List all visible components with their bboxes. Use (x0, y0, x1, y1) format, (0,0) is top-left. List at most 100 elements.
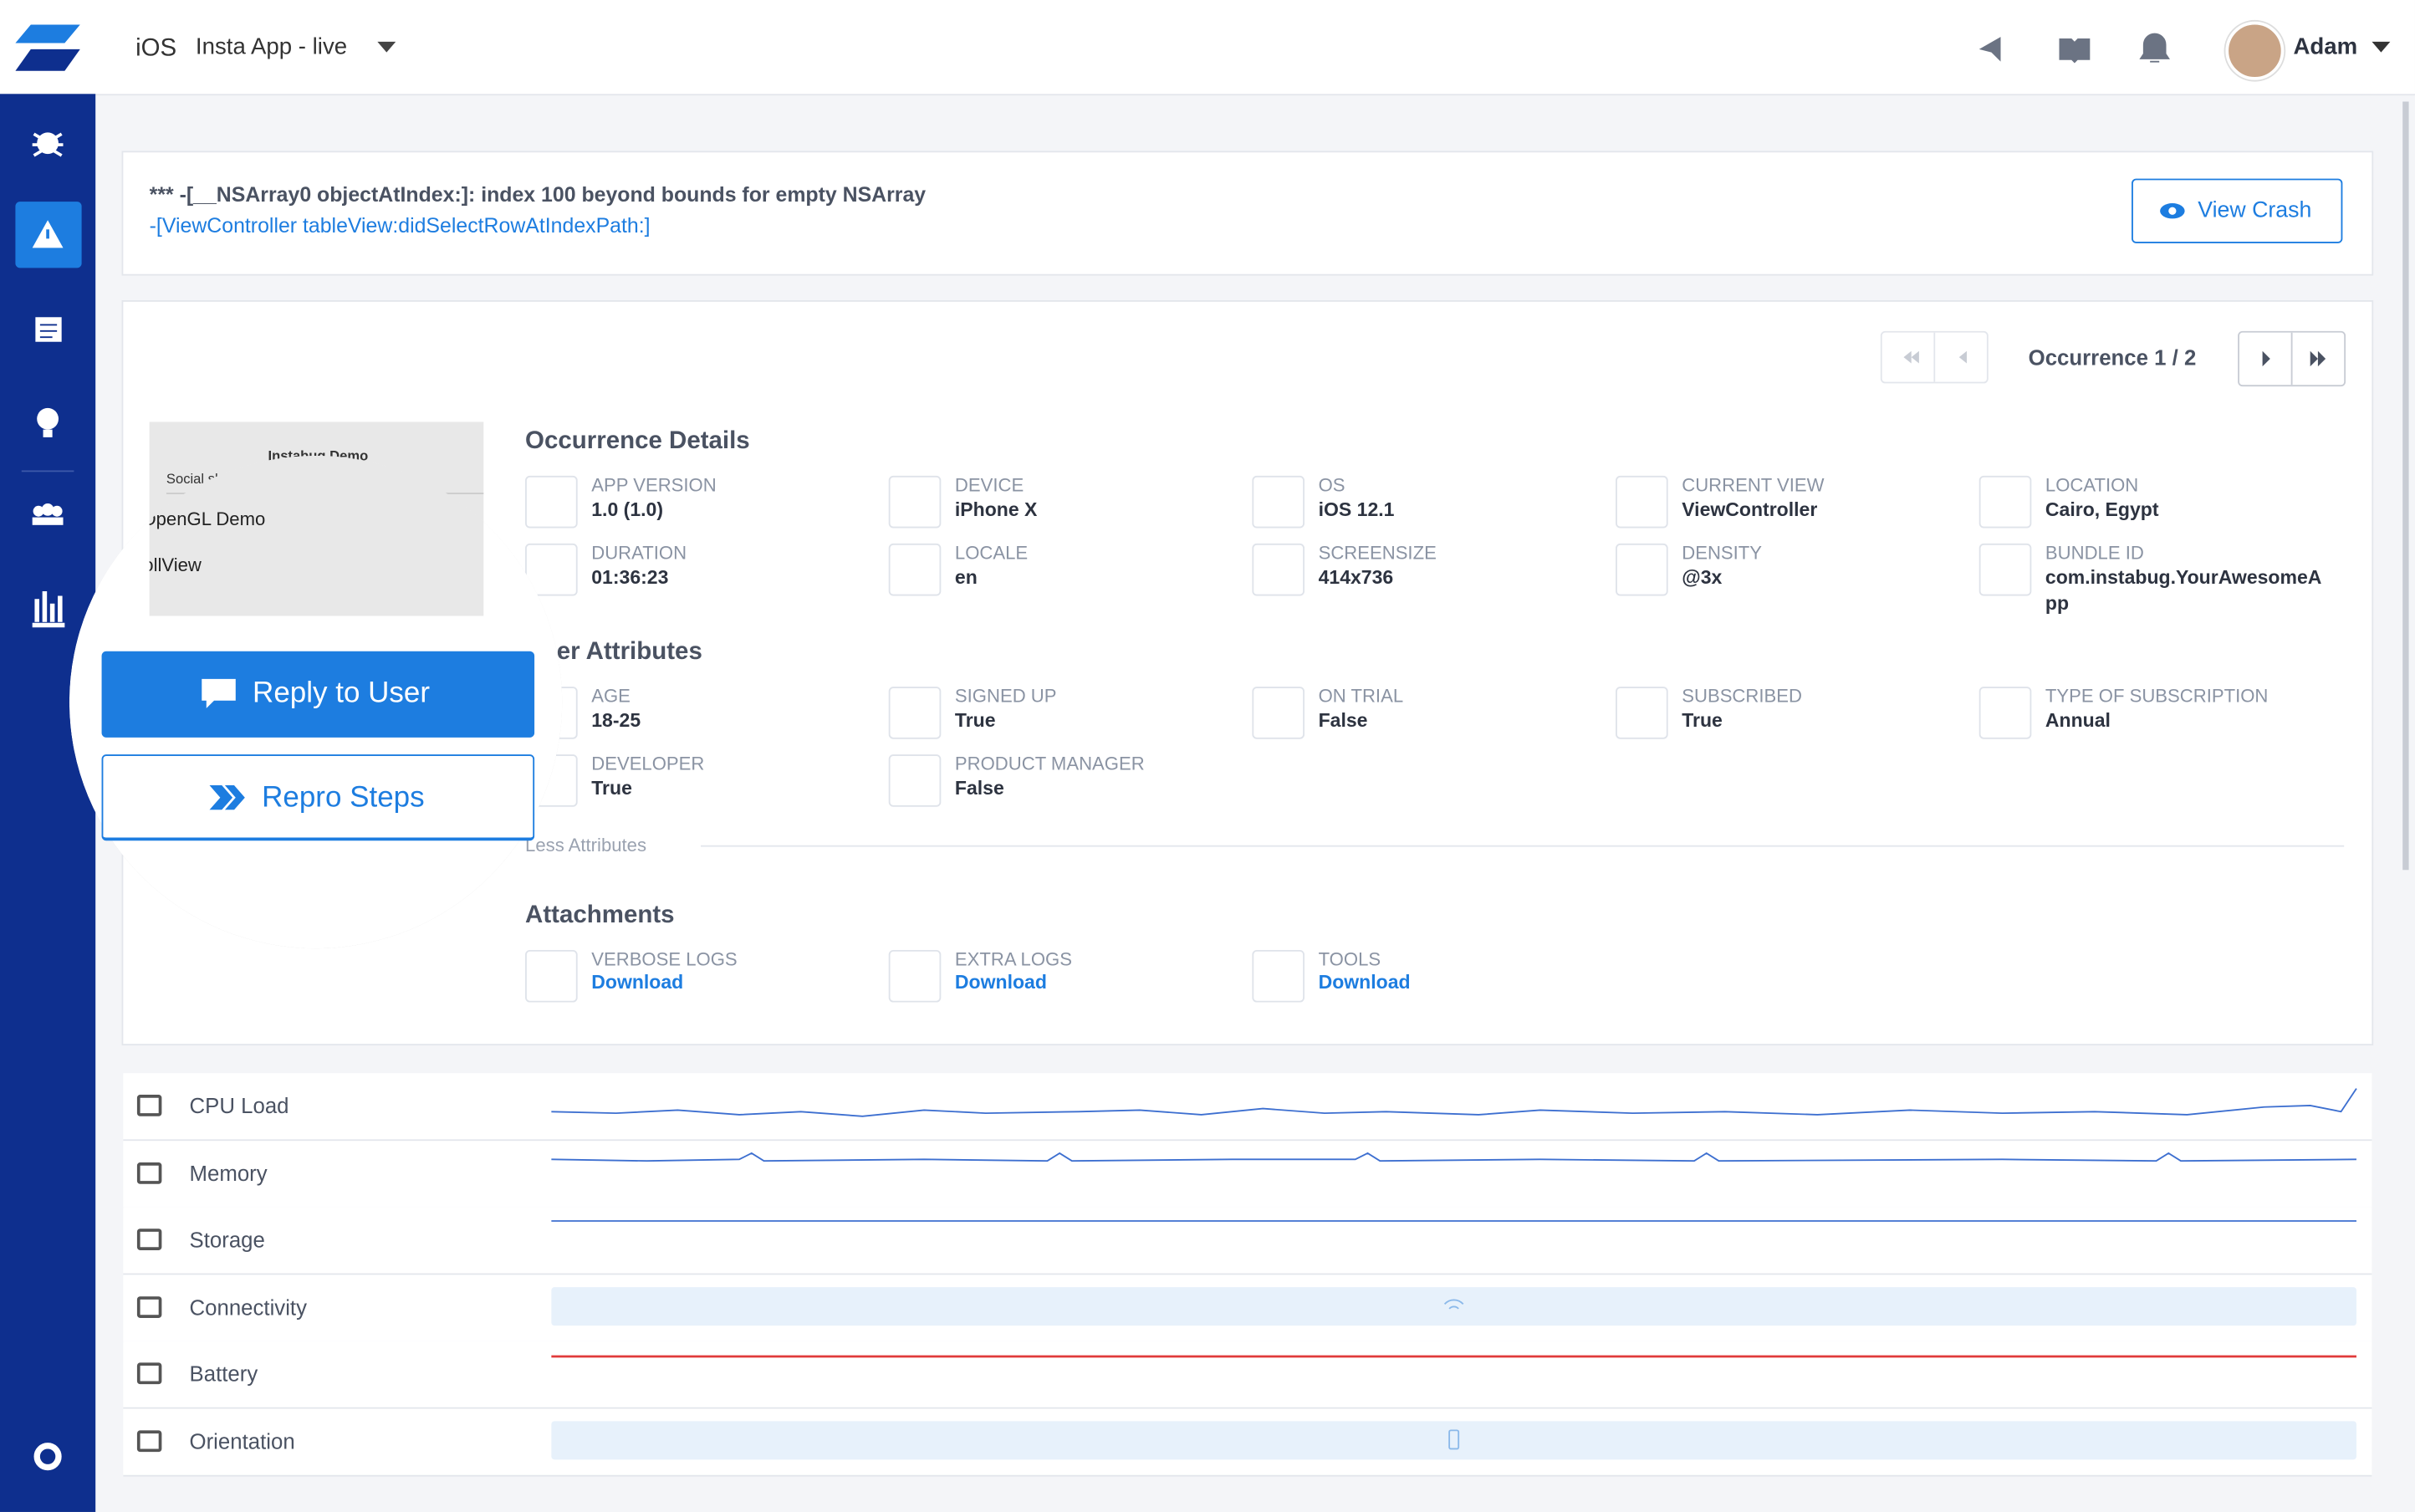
metric-icon (136, 1362, 162, 1385)
item-label: DEVICE (954, 474, 1024, 496)
item-value: False (1318, 709, 1368, 732)
top-icons[interactable] (1976, 31, 2176, 65)
next-buttons[interactable] (2238, 330, 2346, 387)
divider (701, 845, 2345, 847)
item-icon (888, 687, 942, 739)
item-icon (1252, 949, 1305, 1003)
repro-button[interactable]: Repro Steps (101, 754, 535, 841)
repro-icon (209, 784, 245, 810)
occurrence-label: Occurrence 1 / 2 (2028, 345, 2197, 370)
metric-row: Storage (123, 1207, 2372, 1275)
section-title: Occurrence Details (525, 427, 750, 455)
item-label: AGE (591, 685, 631, 707)
video-row: scrollView (150, 554, 202, 576)
crash-header: *** -[__NSArray0 objectAtIndex:]: index … (121, 151, 2374, 276)
item-value: iOS 12.1 (1318, 498, 1395, 521)
top-bar: iOS Insta App - live Adam (0, 0, 2415, 96)
item-value: com.instabug.YourAwesomeApp (2045, 566, 2322, 615)
item-icon (1616, 475, 1668, 529)
item-icon (1616, 543, 1668, 596)
item-icon (1978, 543, 2032, 596)
view-crash-button[interactable]: View Crash (2132, 178, 2343, 243)
item-icon (525, 475, 578, 529)
eye-icon (2160, 203, 2185, 219)
item-value: iPhone X (954, 498, 1038, 521)
item-value: 1.0 (1.0) (591, 498, 664, 521)
logo (15, 24, 80, 71)
metric-row: Battery (123, 1341, 2372, 1409)
item-label: APP VERSION (591, 474, 717, 496)
item-value: Annual (2045, 709, 2111, 732)
metric-name: Memory (189, 1160, 268, 1185)
crash-title: *** -[__NSArray0 objectAtIndex:]: index … (149, 183, 927, 207)
download-link[interactable]: Download (954, 971, 1047, 994)
metric-name: Orientation (189, 1428, 295, 1453)
item-label: LOCATION (2045, 474, 2139, 496)
item-label: DURATION (591, 542, 687, 564)
avatar[interactable] (2225, 21, 2285, 80)
download-link[interactable]: Download (1318, 971, 1411, 994)
item-label: OS (1318, 474, 1345, 496)
item-label: TOOLS (1318, 948, 1381, 970)
less-attributes[interactable]: Less Attributes (525, 834, 647, 856)
video-row: OpenGL Demo (149, 508, 266, 530)
platform: iOS (135, 35, 177, 62)
item-icon (525, 543, 578, 596)
item-label: DENSITY (1682, 542, 1763, 564)
item-label: LOCALE (954, 542, 1029, 564)
item-label: VERBOSE LOGS (591, 948, 738, 970)
item-label: SIGNED UP (954, 685, 1057, 707)
sidebar-icons[interactable] (0, 94, 95, 1512)
item-icon (1252, 543, 1305, 596)
item-value: @3x (1682, 566, 1723, 589)
item-value: 18-25 (591, 709, 641, 732)
item-label: BUNDLE ID (2045, 542, 2144, 564)
item-icon (1252, 687, 1305, 739)
button-label: Repro Steps (262, 782, 425, 815)
item-value: True (1682, 709, 1723, 732)
item-icon (888, 543, 942, 596)
crash-subtitle[interactable]: -[ViewController tableView:didSelectRowA… (149, 213, 651, 238)
item-icon (1978, 687, 2032, 739)
metric-name: Storage (189, 1227, 265, 1252)
button-label: View Crash (2198, 198, 2312, 223)
item-label: CURRENT VIEW (1682, 474, 1825, 496)
app-name[interactable]: Insta App - live (195, 33, 348, 60)
item-icon (1252, 475, 1305, 529)
metric-icon (136, 1228, 162, 1250)
sidebar (0, 94, 96, 1512)
chat-icon (202, 678, 236, 708)
item-label: EXTRA LOGS (954, 948, 1072, 970)
user-name[interactable]: Adam (2293, 33, 2358, 60)
dropdown-arrow[interactable] (2372, 41, 2391, 54)
item-label: PRODUCT MANAGER (954, 753, 1145, 775)
prev-buttons[interactable] (1880, 330, 1989, 384)
reply-button[interactable]: Reply to User (101, 651, 535, 738)
metric-row: CPU Load (123, 1073, 2372, 1142)
item-label: TYPE OF SUBSCRIPTION (2045, 685, 2269, 707)
item-icon (1978, 475, 2032, 529)
item-icon (888, 754, 942, 807)
metric-name: CPU Load (189, 1093, 289, 1118)
item-label: SUBSCRIBED (1682, 685, 1802, 707)
item-value: 01:36:23 (591, 566, 669, 589)
metric-row: Memory (123, 1140, 2372, 1208)
item-icon (888, 949, 942, 1003)
metric-row: Orientation (123, 1407, 2372, 1476)
item-value: True (954, 709, 996, 732)
item-label: DEVELOPER (591, 753, 705, 775)
dropdown-arrow[interactable] (377, 41, 396, 54)
item-icon (888, 475, 942, 529)
download-link[interactable]: Download (591, 971, 684, 994)
metric-icon (136, 1295, 162, 1318)
item-value: True (591, 777, 632, 799)
item-icon (525, 949, 578, 1003)
item-value: ViewController (1682, 498, 1818, 521)
item-value: 414x736 (1318, 566, 1394, 589)
item-value: en (954, 566, 978, 589)
item-value: False (954, 777, 1004, 799)
item-value: Cairo, Egypt (2045, 498, 2159, 521)
item-icon (1616, 687, 1668, 739)
